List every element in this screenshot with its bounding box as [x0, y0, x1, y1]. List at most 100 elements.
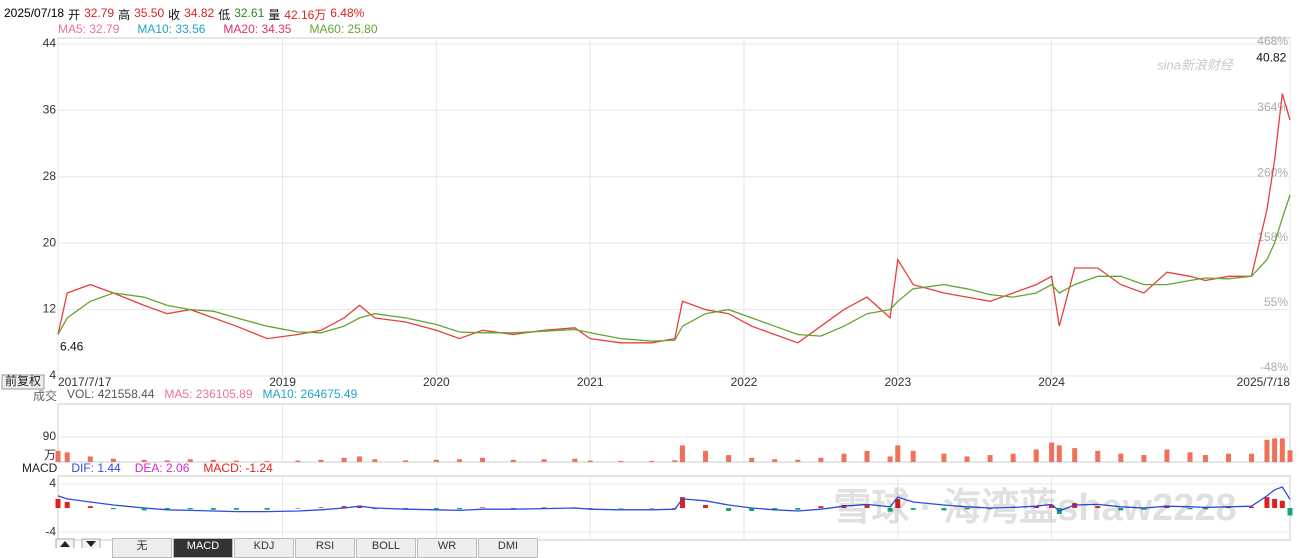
adjust-button[interactable] [1, 374, 45, 390]
annotation: 40.82 [1256, 50, 1286, 64]
quote-label: 开 [68, 8, 81, 22]
bar [941, 453, 947, 462]
bar [64, 501, 70, 508]
ma-legend: MA5: 32.79 MA10: 33.56 MA20: 34.35 MA60: 25… [58, 22, 378, 36]
bar [987, 455, 993, 462]
legend-entry: MA10: 33.56 [137, 22, 206, 36]
tab[interactable]: WR [417, 538, 477, 558]
bar [964, 456, 970, 462]
legend-entry: MA5: 32.79 [58, 22, 120, 36]
bar [1272, 438, 1278, 462]
tab[interactable]: RSI [295, 538, 355, 558]
bar [210, 508, 216, 510]
tab[interactable]: DMI [478, 538, 538, 558]
bar [887, 456, 893, 462]
tab[interactable]: BOLL [356, 538, 416, 558]
y2-tick-label: -48% [1260, 360, 1288, 374]
bar [749, 508, 755, 512]
bar [1141, 508, 1147, 510]
bar [679, 445, 685, 462]
bar [1225, 507, 1231, 508]
bar [164, 460, 170, 462]
quote-value: 6.48% [330, 6, 365, 20]
x-tick-label: 2022 [731, 375, 758, 389]
bar [480, 457, 486, 462]
scroll-down-icon [86, 541, 96, 547]
legend-entry: DEA: 2.06 [134, 461, 190, 475]
bar [649, 460, 655, 462]
bar [795, 508, 801, 510]
bar [480, 507, 486, 508]
quote-value: 42.16万 [284, 8, 327, 22]
tab[interactable]: MACD [173, 538, 233, 558]
bar [726, 455, 732, 462]
y-tick-label: 4 [49, 476, 56, 490]
bar [910, 450, 916, 462]
bar [1164, 449, 1170, 462]
bar [1095, 506, 1101, 508]
y2-tick-label: 364% [1257, 100, 1288, 114]
bar [864, 450, 870, 462]
legend-entry: MA5: 236105.89 [164, 387, 253, 401]
bar [210, 459, 216, 462]
bar [703, 450, 709, 462]
bar [1264, 497, 1270, 508]
panel-frame [57, 403, 1291, 463]
bar [672, 460, 678, 462]
bar [433, 459, 439, 462]
bar [1056, 445, 1062, 462]
bar [187, 508, 193, 510]
bar [572, 458, 578, 462]
bar [110, 508, 116, 510]
legend-entry: MA10: 264675.49 [262, 387, 358, 401]
y-tick-label: 28 [43, 169, 57, 183]
tab[interactable]: KDJ [234, 538, 294, 558]
y2-tick-label: 158% [1257, 230, 1288, 244]
indicator-tabs: 无 MACD KDJ RSI BOLL WR DMI [112, 538, 539, 558]
bar [356, 456, 362, 462]
bar [818, 506, 824, 508]
x-tick-label: 2023 [884, 375, 911, 389]
bar [341, 457, 347, 462]
tab[interactable]: 无 [112, 538, 172, 558]
panel-frame [57, 37, 1291, 377]
series-line [57, 194, 1291, 342]
legend-entry: MA60: 25.80 [309, 22, 378, 36]
bar [541, 507, 547, 508]
x-tick-label: 2025/7/18 [1237, 375, 1291, 389]
legend-entry: MACD: -1.24 [203, 461, 273, 475]
bar [618, 460, 624, 462]
x-tick-label: 2017/7/17 [58, 375, 112, 389]
bar [433, 508, 439, 510]
bar [1033, 449, 1039, 462]
date: 2025/07/18 [4, 6, 65, 20]
x-tick-label: 2019 [269, 375, 296, 389]
bar [295, 508, 301, 509]
bar [233, 460, 239, 462]
legend-entry: MA20: 34.35 [223, 22, 292, 36]
quote-label: 低 [218, 8, 231, 22]
scroll-up-icon [60, 541, 70, 547]
bar [1202, 508, 1208, 510]
bar [510, 459, 516, 462]
series-line [57, 93, 1291, 344]
bar [1095, 450, 1101, 462]
y-tick-label: 36 [43, 102, 57, 116]
bar [264, 460, 270, 462]
volume-legend: 成交 VOL: 421558.44 MA5: 236105.89 MA10: 2646… [33, 387, 357, 404]
y-tick-label: 4 [49, 368, 56, 382]
adjust-button-label[interactable]: 前复权 [5, 373, 41, 388]
bar [964, 508, 970, 510]
bar [510, 508, 516, 509]
bar [110, 458, 116, 462]
x-tick-label: 2020 [423, 375, 450, 389]
legend-entry: 成交 [33, 389, 58, 403]
bar [372, 459, 378, 462]
bar [941, 508, 947, 511]
bar [1272, 498, 1278, 508]
x-tick-label: 2021 [577, 375, 604, 389]
bar [1118, 508, 1124, 511]
bar [295, 460, 301, 462]
legend-entry: MACD [22, 461, 58, 475]
